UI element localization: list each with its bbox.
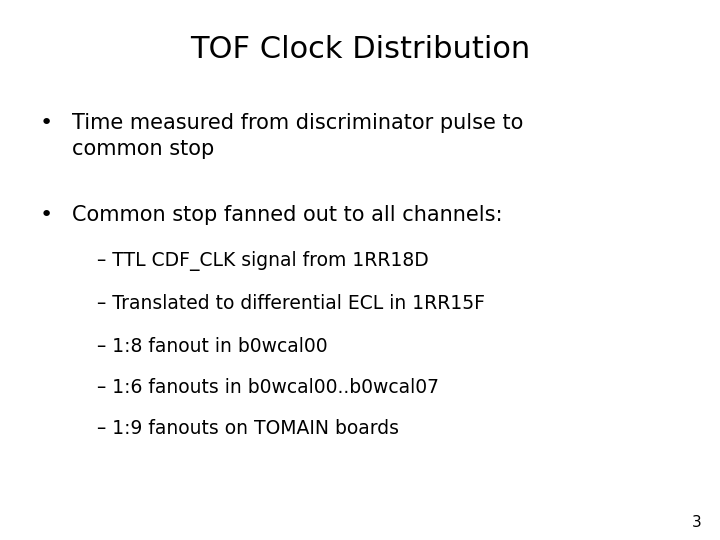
Text: TOF Clock Distribution: TOF Clock Distribution: [190, 35, 530, 64]
Text: •: •: [40, 205, 53, 225]
Text: – TTL CDF_CLK signal from 1RR18D: – TTL CDF_CLK signal from 1RR18D: [97, 251, 429, 271]
Text: – 1:9 fanouts on TOMAIN boards: – 1:9 fanouts on TOMAIN boards: [97, 418, 399, 437]
Text: •: •: [40, 113, 53, 133]
Text: Common stop fanned out to all channels:: Common stop fanned out to all channels:: [72, 205, 503, 225]
Text: 3: 3: [692, 515, 702, 530]
Text: – 1:6 fanouts in b0wcal00..b0wcal07: – 1:6 fanouts in b0wcal00..b0wcal07: [97, 378, 439, 397]
Text: Time measured from discriminator pulse to
common stop: Time measured from discriminator pulse t…: [72, 113, 523, 159]
Text: – 1:8 fanout in b0wcal00: – 1:8 fanout in b0wcal00: [97, 338, 328, 356]
Text: – Translated to differential ECL in 1RR15F: – Translated to differential ECL in 1RR1…: [97, 294, 485, 313]
